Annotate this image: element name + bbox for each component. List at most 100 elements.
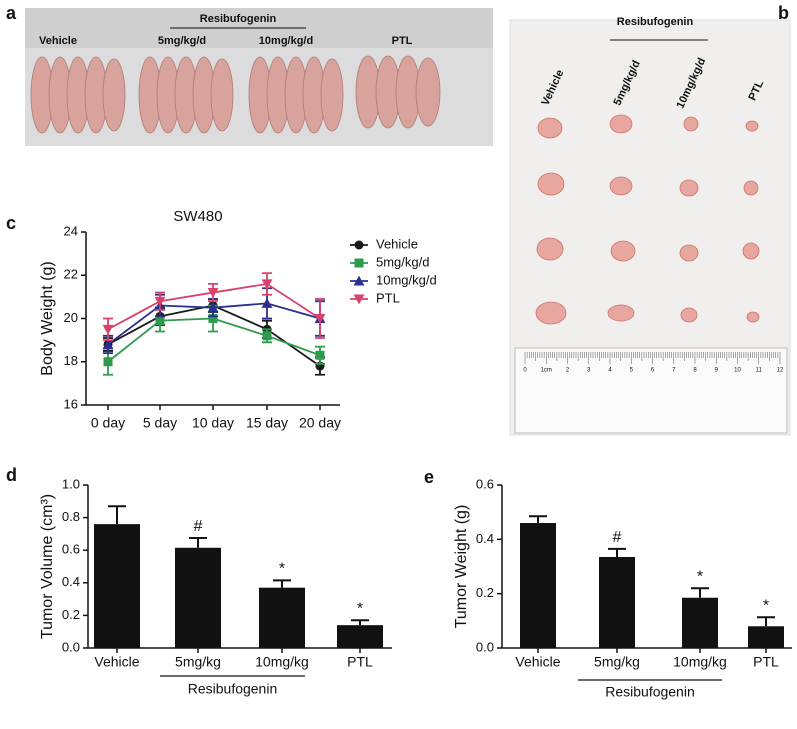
y-axis-label: Tumor Weight (g) (453, 505, 470, 629)
bar (599, 556, 635, 648)
legend-label: PTL (376, 290, 400, 305)
error-bar (529, 515, 547, 524)
x-tick-label: 10mg/kg (673, 654, 727, 670)
significance-label: * (279, 561, 285, 578)
ruler-label: 10 (734, 368, 741, 374)
panel-letter: b (778, 3, 789, 23)
x-tick-label: 15 day (246, 415, 288, 431)
tumors (535, 114, 760, 325)
error-bar (608, 547, 626, 557)
group-label: Resibufogenin (200, 13, 277, 25)
y-tick-label: 0.0 (62, 639, 80, 654)
y-tick-label: 0.8 (62, 509, 80, 524)
y-axis-label: Tumor Volume (cm³) (39, 494, 56, 639)
significance-label: * (697, 568, 703, 585)
x-tick-label: Vehicle (94, 654, 139, 670)
ruler-label: 0 (523, 368, 527, 374)
bar (682, 597, 718, 648)
y-tick-label: 0.4 (62, 574, 80, 589)
ruler-label: 6 (651, 368, 655, 374)
legend-label: 10mg/kg/d (376, 272, 437, 287)
significance-label: * (763, 598, 769, 615)
ruler-label: 2 (566, 368, 570, 374)
photo-label: PTL (392, 35, 413, 47)
marker (353, 275, 365, 286)
marker (102, 324, 114, 335)
ruler-label: 5 (630, 368, 634, 374)
panel-letter: d (6, 465, 17, 485)
marker (353, 294, 365, 305)
ruler-label: 7 (672, 368, 676, 374)
panel-letter: c (6, 213, 16, 233)
error-bar (351, 619, 369, 626)
y-tick-label: 1.0 (62, 476, 80, 491)
marker (155, 316, 165, 326)
marker (261, 279, 273, 290)
x-tick-label: 5mg/kg (594, 654, 640, 670)
x-tick-label: 20 day (299, 415, 341, 431)
marker (154, 296, 166, 307)
marker (354, 240, 364, 250)
bar (748, 626, 784, 648)
marker (315, 350, 325, 360)
legend-label: 5mg/kg/d (376, 254, 429, 269)
group-label: Resibufogenin (605, 684, 695, 700)
x-tick-label: 10mg/kg (255, 654, 309, 670)
y-tick-label: 0.2 (62, 607, 80, 622)
bar (337, 625, 383, 648)
marker (262, 331, 272, 341)
ruler-label: 12 (777, 368, 784, 374)
x-tick-label: 5 day (143, 415, 177, 431)
ruler-label: 1cm (541, 368, 552, 374)
x-tick-label: 10 day (192, 415, 234, 431)
bar (94, 524, 140, 648)
legend-label: Vehicle (376, 236, 418, 251)
x-tick-label: 0 day (91, 415, 125, 431)
bar (175, 547, 221, 648)
panel-letter: a (6, 3, 17, 23)
error-bar (189, 536, 207, 548)
marker (314, 314, 326, 324)
marker (208, 314, 218, 323)
y-tick-label: 22 (64, 267, 78, 282)
photo-label: Vehicle (39, 35, 77, 47)
marker (102, 339, 114, 349)
series-line (107, 317, 321, 363)
marker (354, 258, 364, 268)
photo-a (25, 8, 493, 146)
error-bar (757, 616, 775, 627)
error-bar (273, 579, 291, 588)
ruler-label: 9 (715, 368, 719, 374)
ruler: 0 1cm 2 3 4 5 6 7 8 9 10 11 12 (514, 347, 788, 434)
y-tick-label: 0.0 (476, 639, 494, 654)
y-tick-label: 0.6 (476, 476, 494, 491)
significance-label: # (194, 518, 203, 535)
y-tick-label: 20 (64, 310, 78, 325)
ruler-label: 3 (587, 368, 591, 374)
x-tick-label: Vehicle (515, 654, 560, 670)
error-bar (691, 587, 709, 598)
y-tick-label: 24 (64, 223, 78, 238)
y-axis-label: Body Weight (g) (39, 261, 56, 375)
error-bar (108, 505, 126, 525)
chart-title: SW480 (173, 208, 222, 225)
bar (259, 587, 305, 648)
ruler-label: 8 (693, 368, 697, 374)
y-tick-label: 18 (64, 353, 78, 368)
x-tick-label: PTL (753, 654, 779, 670)
group-label: Resibufogenin (188, 681, 278, 697)
photo-label: 10mg/kg/d (259, 35, 313, 47)
significance-label: * (357, 601, 363, 618)
bar (520, 523, 556, 648)
group-label: Resibufogenin (617, 16, 694, 28)
x-tick-label: 5mg/kg (175, 654, 221, 670)
y-tick-label: 16 (64, 396, 78, 411)
marker (261, 297, 273, 308)
photo-label: 5mg/kg/d (158, 35, 206, 47)
y-tick-label: 0.4 (476, 531, 494, 546)
significance-label: # (613, 529, 622, 546)
panel-letter: e (424, 467, 434, 487)
x-tick-label: PTL (347, 654, 373, 670)
y-tick-label: 0.2 (476, 585, 494, 600)
